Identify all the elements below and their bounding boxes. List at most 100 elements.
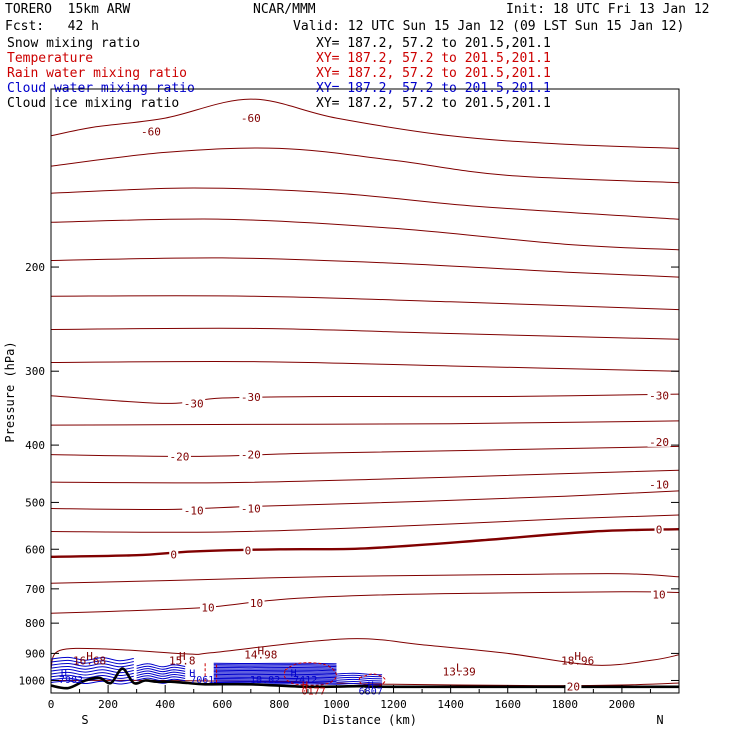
isotherm-label: 10 [652, 588, 665, 601]
cloud-contour-far-east [336, 680, 383, 684]
cloud-contour-middle [136, 663, 186, 668]
extremum-value: 15.8 [169, 654, 196, 667]
x-tick-label: 1200 [380, 698, 407, 711]
isotherm-minus50 [51, 187, 679, 220]
isotherm-label-bg [647, 435, 671, 447]
extremum-value: 14.98 [244, 649, 277, 662]
y-tick-label: 1000 [19, 674, 46, 687]
cloud-contour-east [213, 681, 337, 684]
y-tick-label: 700 [25, 583, 45, 596]
isotherm-label-bg [169, 548, 179, 560]
cloud-water-layer [51, 656, 386, 687]
end-label-south: S [81, 713, 88, 727]
cloud-marker: 7061 [190, 675, 214, 686]
isotherm-label: 0 [170, 548, 177, 561]
isotherm-minus35 [51, 327, 679, 340]
x-tick-label: 1000 [323, 698, 350, 711]
x-tick-label: 1800 [552, 698, 579, 711]
isotherm-label: -10 [649, 478, 669, 491]
x-tick-label: 800 [269, 698, 289, 711]
isotherm-label: -10 [241, 503, 261, 516]
x-tick-label: 1400 [437, 698, 464, 711]
isotherm-minus10 [51, 490, 679, 511]
cloud-contour-east [213, 669, 337, 672]
extremum-marker: H [574, 650, 581, 663]
cloud-contour-middle [136, 672, 186, 677]
isotherm-minus30 [51, 393, 679, 404]
isotherm-5 [51, 573, 679, 584]
cloud-contour-east [213, 675, 337, 677]
cloud-contour-east [213, 673, 337, 676]
isotherm-label: -60 [241, 112, 261, 125]
x-tick-label: 600 [212, 698, 232, 711]
legend-snow-xy: XY= 187.2, 57.2 to 201.5,201.1 [316, 36, 551, 51]
y-tick-label: 200 [25, 261, 45, 274]
isotherm-label: -30 [649, 390, 669, 403]
cloud-contour-east [213, 668, 337, 670]
rain-contour [204, 663, 218, 686]
isotherm-label: -10 [184, 505, 204, 518]
cloud-marker: 10.02 [250, 675, 280, 686]
isotherm-label-bg [239, 448, 263, 460]
y-tick-label: 800 [25, 617, 45, 630]
extremum-marker: H [257, 645, 264, 658]
extremum-marker: H [86, 650, 93, 663]
isotherm-10 [51, 591, 679, 614]
isotherm-minus32 [51, 360, 679, 372]
y-tick-label: 400 [25, 439, 45, 452]
cloud-marker: .7412 [287, 675, 317, 686]
rain-contour [283, 662, 338, 686]
legend-cloudice-xy: XY= 187.2, 57.2 to 201.5,201.1 [316, 96, 551, 111]
forecast-hour: Fcst: 42 h [5, 19, 99, 34]
isotherm-label: 0 [245, 545, 252, 558]
cloud-contour-east [213, 677, 337, 680]
isotherm-label-bg [651, 588, 668, 600]
isotherm-label: -30 [184, 397, 204, 410]
isotherm-minus55 [51, 147, 679, 184]
isotherm-label-bg [139, 125, 163, 137]
terrain-layer [51, 667, 679, 690]
cloud-contour-east [213, 671, 337, 673]
cloud-contour-far-east [336, 674, 383, 678]
rain-marker: 0177 [302, 687, 326, 698]
cloud-marker: H [189, 669, 195, 680]
isotherm-minus25 [51, 420, 679, 426]
y-tick-label: 600 [25, 543, 45, 556]
cloud-contour-west [51, 671, 134, 677]
cloud-marker: 6807 [359, 687, 383, 698]
cloud-marker: H [368, 680, 374, 691]
cloud-contour-east [213, 672, 337, 674]
cloud-marker: H [61, 669, 67, 680]
isotherm-label-bg [200, 601, 216, 613]
cloud-contour-middle [136, 675, 186, 680]
cloud-contour-east [213, 665, 337, 668]
x-tick-label: 0 [48, 698, 55, 711]
y-tick-label: 900 [25, 647, 45, 660]
isotherm-minus5 [51, 514, 679, 533]
legend-rain-name: Rain water mixing ratio [7, 66, 188, 81]
isotherm-label-bg [182, 397, 206, 409]
isotherm-minus60 [51, 98, 679, 149]
isotherm-15 [51, 638, 679, 669]
isotherm-label: 10 [201, 601, 214, 614]
isotherm-label: 20 [567, 681, 580, 694]
isotherm-minus20 [51, 445, 679, 457]
isotherm-label: 10 [250, 597, 263, 610]
cloud-contour-west [51, 674, 134, 679]
x-tick-label: 2000 [609, 698, 636, 711]
legend-temperature-xy: XY= 187.2, 57.2 to 201.5,201.1 [316, 51, 551, 66]
isotherm-label: -60 [141, 126, 161, 139]
isotherm-minus37 [51, 295, 679, 311]
label-layer: -60 -60 -30 -30 -30 -20 -20 -20 -10 -10 -10 0 0 0 10 10… [59, 112, 671, 698]
cloud-contour-east [213, 680, 337, 683]
extremum-value: 13.39 [443, 665, 476, 678]
isotherm-label-bg [239, 502, 263, 514]
x-tick-label: 200 [98, 698, 118, 711]
cloud-contour-east [213, 662, 337, 665]
cloud-contour-east [213, 664, 337, 666]
isotherm-label: -20 [649, 436, 669, 449]
cloud-contour-west [51, 680, 134, 685]
valid-time: Valid: 12 UTC Sun 15 Jan 12 (09 LST Sun … [293, 19, 685, 34]
isotherm-label: 0 [656, 524, 663, 537]
